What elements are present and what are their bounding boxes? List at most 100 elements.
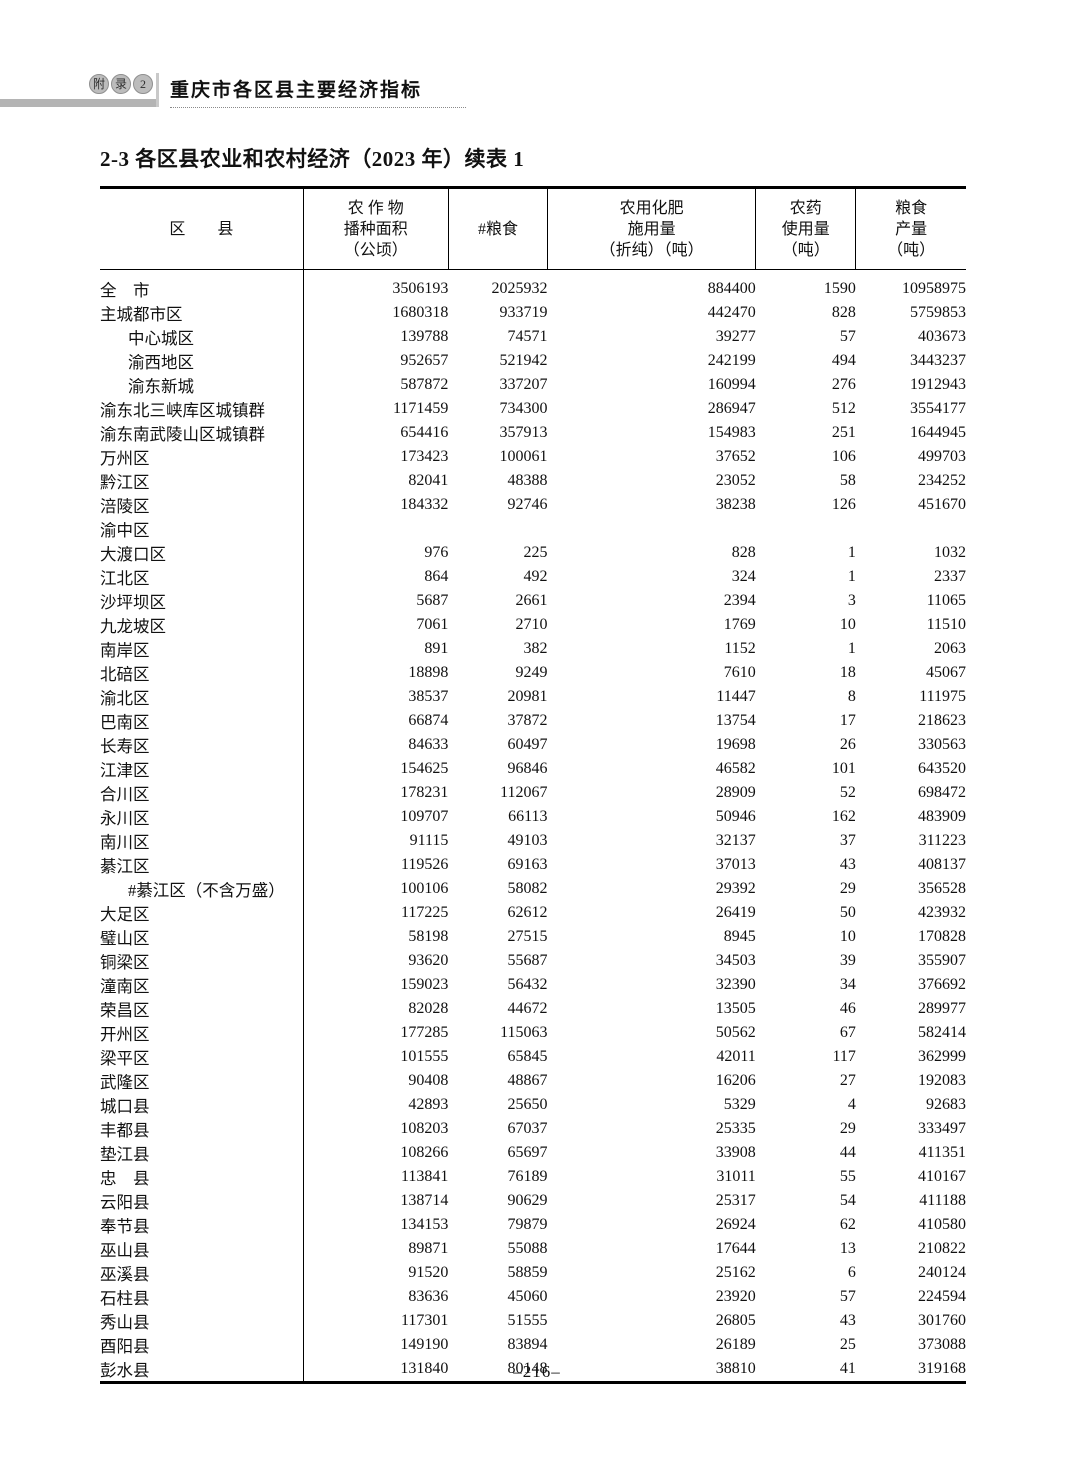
value-cell: 734300 bbox=[499, 400, 548, 417]
region-name: 垫江县 bbox=[100, 1141, 304, 1165]
region-name: 彭水县 bbox=[100, 1357, 304, 1383]
header-line: 农用化肥 bbox=[619, 199, 684, 217]
value-cell: 159023 bbox=[400, 976, 449, 993]
region-name: 石柱县 bbox=[100, 1285, 304, 1309]
value-cell: 1 bbox=[847, 544, 856, 561]
value-cell: 28909 bbox=[715, 784, 756, 801]
value-cell: 324 bbox=[731, 568, 756, 585]
value-cell: 408137 bbox=[918, 856, 966, 873]
value-cell: 170828 bbox=[918, 928, 966, 945]
value-cell: 113841 bbox=[400, 1168, 449, 1185]
value-cell: 16206 bbox=[715, 1072, 756, 1089]
region-name: 永川区 bbox=[100, 805, 304, 829]
value-cell: 90408 bbox=[408, 1072, 449, 1089]
value-cell: 67 bbox=[839, 1024, 856, 1041]
header-line: #粮食 bbox=[477, 220, 518, 238]
value-cell: 6 bbox=[847, 1264, 856, 1281]
value-cell: 25335 bbox=[715, 1120, 756, 1137]
table-row: 渝东新城 587872 337207 160994 276 1912943 bbox=[100, 373, 966, 397]
region-name: 长寿区 bbox=[100, 733, 304, 757]
value-cell: 31011 bbox=[716, 1168, 756, 1185]
value-cell: 1680318 bbox=[392, 304, 449, 321]
table-row: 北碚区 18898 9249 7610 18 45067 bbox=[100, 661, 966, 685]
value-cell: 512 bbox=[831, 400, 856, 417]
value-cell: 828 bbox=[831, 304, 856, 321]
region-name: 渝东新城 bbox=[100, 373, 304, 397]
table-row: 江津区 154625 96846 46582 101 643520 bbox=[100, 757, 966, 781]
value-cell: 92746 bbox=[507, 496, 548, 513]
region-name: 南川区 bbox=[100, 829, 304, 853]
value-cell: 45060 bbox=[507, 1288, 548, 1305]
value-cell: 25162 bbox=[715, 1264, 756, 1281]
value-cell: 25650 bbox=[507, 1096, 548, 1113]
header-decoration-bar bbox=[0, 99, 156, 107]
value-cell: 521942 bbox=[499, 352, 548, 369]
value-cell: 5687 bbox=[416, 592, 449, 609]
header-line: 农 作 物 bbox=[347, 199, 404, 217]
value-cell: 330563 bbox=[918, 736, 966, 753]
value-cell: 423932 bbox=[918, 904, 966, 921]
value-cell: 74571 bbox=[507, 328, 548, 345]
value-cell: 192083 bbox=[918, 1072, 966, 1089]
region-name: 梁平区 bbox=[100, 1045, 304, 1069]
table-row: 垫江县 108266 65697 33908 44 411351 bbox=[100, 1141, 966, 1165]
value-cell: 56432 bbox=[507, 976, 548, 993]
value-cell: 65845 bbox=[507, 1048, 548, 1065]
value-cell: 2661 bbox=[515, 592, 548, 609]
value-cell: 58859 bbox=[507, 1264, 548, 1281]
value-cell: 373088 bbox=[918, 1336, 966, 1353]
table-row: 荣昌区 82028 44672 13505 46 289977 bbox=[100, 997, 966, 1021]
value-cell: 1171459 bbox=[392, 400, 449, 417]
value-cell: 301760 bbox=[918, 1312, 966, 1329]
value-cell: 2063 bbox=[934, 640, 966, 657]
region-name: 沙坪坝区 bbox=[100, 589, 304, 613]
value-cell: 9249 bbox=[515, 664, 548, 681]
value-cell bbox=[856, 517, 966, 541]
region-name: 忠 县 bbox=[100, 1165, 304, 1189]
region-name: 秀山县 bbox=[100, 1309, 304, 1333]
region-name: 北碚区 bbox=[100, 661, 304, 685]
table-row: 南岸区 891 382 1152 1 2063 bbox=[100, 637, 966, 661]
value-cell: 109707 bbox=[400, 808, 449, 825]
value-cell: 26 bbox=[839, 736, 856, 753]
region-name: 丰都县 bbox=[100, 1117, 304, 1141]
value-cell: 177285 bbox=[400, 1024, 449, 1041]
value-cell: 134153 bbox=[400, 1216, 449, 1233]
value-cell: 1912943 bbox=[910, 376, 966, 393]
value-cell: 58 bbox=[839, 472, 856, 489]
value-cell: 224594 bbox=[918, 1288, 966, 1305]
header-divider-line bbox=[156, 73, 159, 107]
value-cell: 582414 bbox=[918, 1024, 966, 1041]
table-row: 梁平区 101555 65845 42011 117 362999 bbox=[100, 1045, 966, 1069]
table-row: 涪陵区 184332 92746 38238 126 451670 bbox=[100, 493, 966, 517]
table-row: 永川区 109707 66113 50946 162 483909 bbox=[100, 805, 966, 829]
region-name: 城口县 bbox=[100, 1093, 304, 1117]
table-row: 黔江区 82041 48388 23052 58 234252 bbox=[100, 469, 966, 493]
value-cell: 442470 bbox=[707, 304, 756, 321]
value-cell: 154625 bbox=[400, 760, 449, 777]
value-cell: 891 bbox=[424, 640, 449, 657]
value-cell: 54 bbox=[839, 1192, 856, 1209]
value-cell: 13 bbox=[839, 1240, 856, 1257]
region-name: 涪陵区 bbox=[100, 493, 304, 517]
value-cell: 100106 bbox=[400, 880, 449, 897]
value-cell: 18 bbox=[839, 664, 856, 681]
value-cell: 11065 bbox=[926, 592, 966, 609]
value-cell: 101 bbox=[831, 760, 856, 777]
value-cell: 20981 bbox=[507, 688, 548, 705]
value-cell: 1590 bbox=[823, 280, 856, 297]
region-name: 大足区 bbox=[100, 901, 304, 925]
region-name: 南岸区 bbox=[100, 637, 304, 661]
value-cell: 2710 bbox=[515, 616, 548, 633]
table-row: #綦江区（不含万盛） 100106 58082 29392 29 356528 bbox=[100, 877, 966, 901]
value-cell: 587872 bbox=[400, 376, 449, 393]
value-cell: 83636 bbox=[408, 1288, 449, 1305]
value-cell: 49103 bbox=[507, 832, 548, 849]
value-cell: 8 bbox=[847, 688, 856, 705]
value-cell: 79879 bbox=[507, 1216, 548, 1233]
header-line: 农药 bbox=[789, 199, 822, 217]
value-cell: 83894 bbox=[507, 1336, 548, 1353]
region-name: 全 市 bbox=[100, 269, 304, 301]
value-cell: 46 bbox=[839, 1000, 856, 1017]
table-row: 开州区 177285 115063 50562 67 582414 bbox=[100, 1021, 966, 1045]
